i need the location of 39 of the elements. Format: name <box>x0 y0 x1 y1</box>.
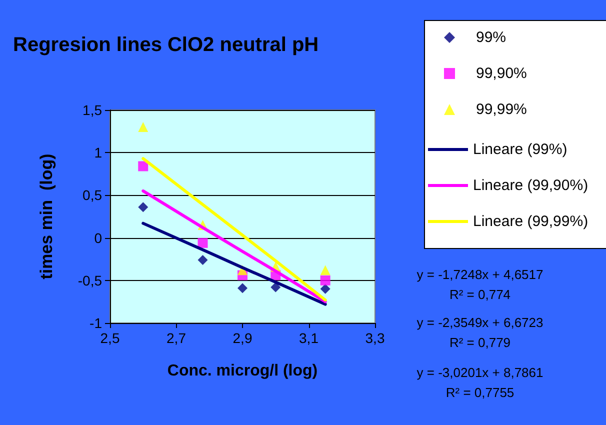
y-tick-label: 1,5 <box>82 102 102 118</box>
y-tick-label: 0,5 <box>82 187 102 204</box>
point <box>320 284 330 294</box>
text: y = -1,7248x + 4,6517 <box>416 267 544 282</box>
point <box>320 265 330 276</box>
y-tick-label: -0,5 <box>78 272 102 288</box>
legend-label: Lineare (99%) <box>473 141 568 158</box>
text: y = -2,3549x + 6,6723 <box>416 315 544 330</box>
point <box>198 238 208 248</box>
point <box>320 275 330 286</box>
x-tick-label: 3,1 <box>299 330 319 346</box>
point <box>238 283 248 294</box>
x-tick-label: 2,9 <box>232 330 252 346</box>
x-tick-label: 3,3 <box>365 330 385 346</box>
y-tick-label: 1 <box>94 144 102 161</box>
legend-label: 99% <box>476 29 506 46</box>
legend-label: 99,99% <box>476 101 527 118</box>
point <box>138 161 148 172</box>
y-tick-label: -1 <box>90 315 102 331</box>
line-series <box>142 189 327 304</box>
legend-label: Lineare (99,99%) <box>473 213 588 230</box>
text: R² = 0,7755 <box>446 385 514 400</box>
text: R² = 0,774 <box>449 287 511 302</box>
y-tick-label: 0 <box>94 230 102 246</box>
line-series <box>142 157 327 302</box>
point <box>138 202 148 212</box>
legend-label: Lineare (99,90%) <box>473 177 588 194</box>
y-axis-title: times min (log) <box>37 154 56 280</box>
x-tick-label: 2,7 <box>166 330 186 346</box>
line-series <box>142 222 327 306</box>
x-axis-title: Conc. microg/l (log) <box>167 362 318 380</box>
point <box>270 282 281 292</box>
text: y = -3,0201x + 8,7861 <box>416 365 544 380</box>
text: R² = 0,779 <box>449 335 511 350</box>
x-tick-label: 2,5 <box>100 330 120 346</box>
chart-title: Regresion lines ClO2 neutral pH <box>13 34 319 56</box>
point <box>198 254 208 265</box>
legend-label: 99,90% <box>476 65 527 82</box>
point <box>138 122 148 132</box>
